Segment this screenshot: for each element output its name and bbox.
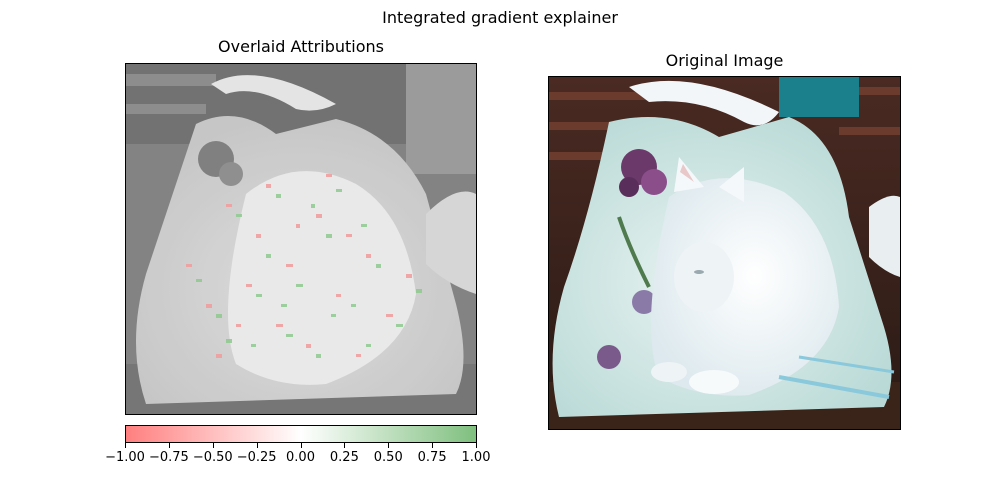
colorbar-tick [169, 443, 170, 448]
original-image-title: Original Image [548, 51, 901, 70]
colorbar-tick [432, 443, 433, 448]
attribution-colorbar [125, 425, 477, 443]
overlaid-attributions-title: Overlaid Attributions [125, 37, 477, 56]
colorbar-tick-label: 1.00 [446, 450, 506, 465]
figure-title: Integrated gradient explainer [0, 8, 1000, 27]
original-image-svg [549, 77, 900, 429]
original-image [548, 76, 901, 430]
attribution-overlay-svg [126, 64, 476, 414]
colorbar-tick [125, 443, 126, 448]
colorbar-tick [388, 443, 389, 448]
colorbar-tick [301, 443, 302, 448]
colorbar-tick [213, 443, 214, 448]
colorbar-tick [476, 443, 477, 448]
colorbar-tick [344, 443, 345, 448]
overlaid-attributions-image [125, 63, 477, 415]
colorbar-tick [257, 443, 258, 448]
